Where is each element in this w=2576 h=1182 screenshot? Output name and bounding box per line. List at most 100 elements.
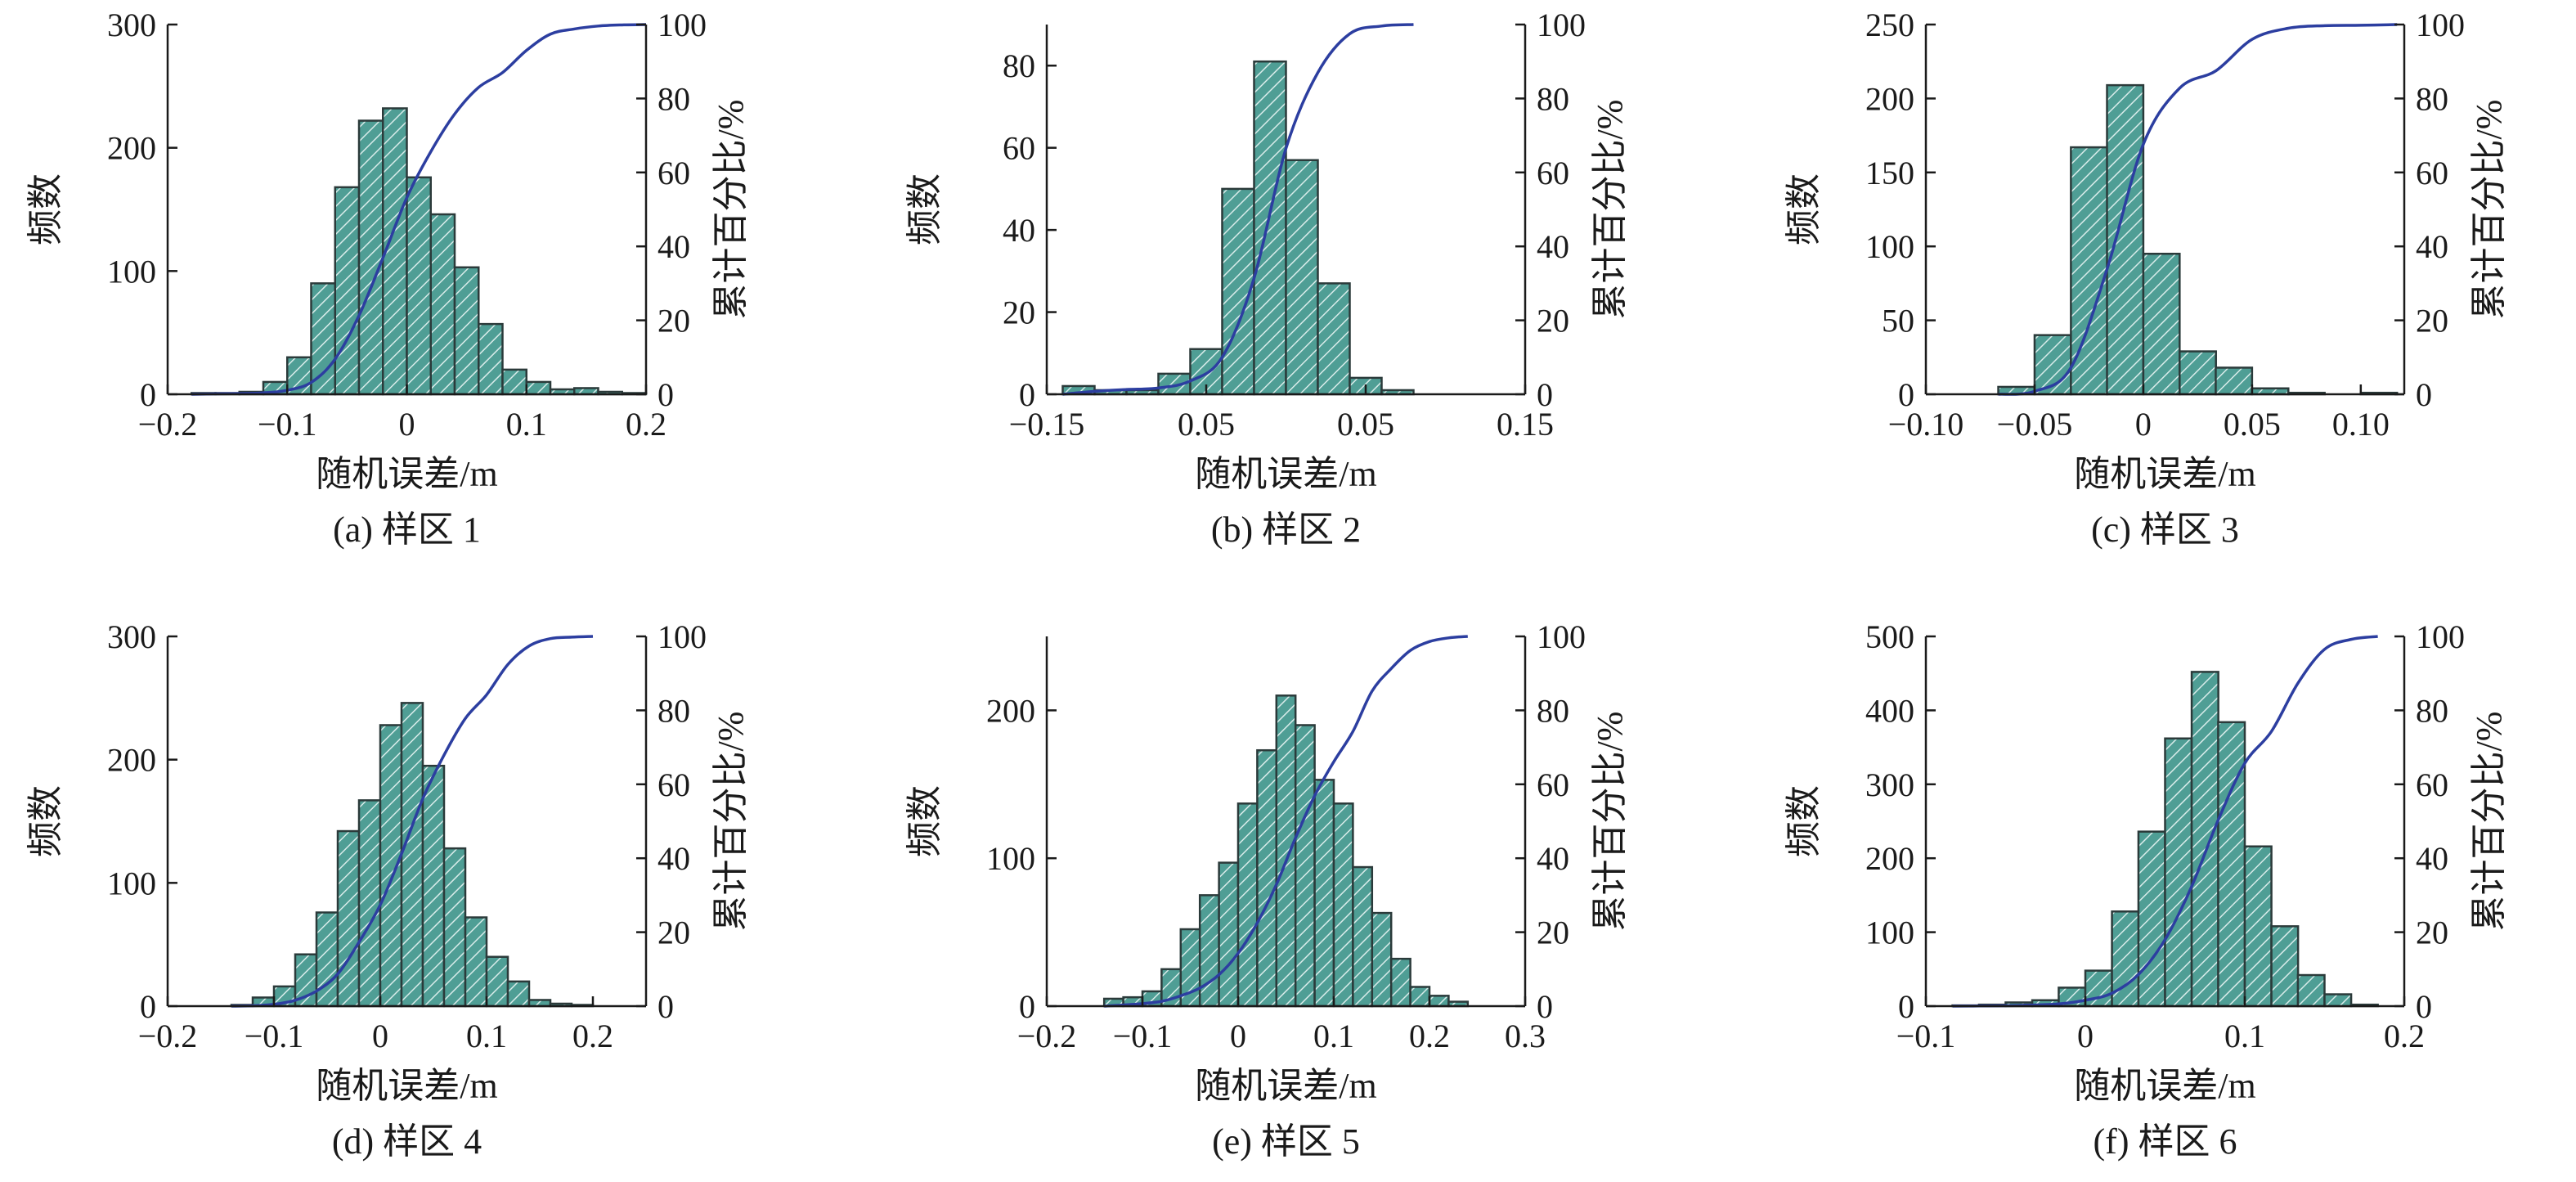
histogram-bar: [1256, 748, 1278, 1008]
x-tick-label: 0.1: [466, 1018, 507, 1054]
histogram-bar: [453, 266, 480, 396]
y-tick-label: 40: [1003, 212, 1035, 249]
cumulative-percent-line: [1104, 635, 1468, 1008]
x-tick-label: −0.1: [1113, 1018, 1173, 1054]
y-tick-label: 300: [107, 7, 156, 43]
y-tick-label: 100: [1865, 915, 1914, 951]
y2-tick-label: 0: [1537, 376, 1553, 413]
histogram-bar: [334, 186, 361, 396]
y2-tick-label: 80: [657, 80, 690, 117]
x-tick-label: 0.3: [1505, 1018, 1546, 1054]
y-tick-label: 300: [1865, 766, 1914, 803]
y-axis-label: 频数: [904, 173, 945, 245]
x-tick-label: 0: [399, 406, 415, 443]
histogram-bar: [429, 213, 456, 396]
histogram-bar: [1157, 372, 1192, 396]
y2-tick-label: 60: [1537, 766, 1569, 803]
histogram-bar: [2179, 350, 2217, 396]
x-tick-label: 0.05: [2224, 406, 2281, 443]
y-tick-label: 100: [1865, 228, 1914, 265]
histogram-bar: [336, 829, 361, 1008]
y-tick-label: 80: [1003, 47, 1035, 84]
y2-tick-label: 20: [657, 915, 690, 951]
histogram-bar: [310, 282, 336, 396]
panel-caption: (b) 样区 2: [1211, 510, 1361, 550]
histogram-bar: [506, 980, 531, 1008]
y-tick-label: 200: [107, 130, 156, 167]
y2-tick-label: 100: [657, 7, 707, 43]
y2-tick-label: 60: [657, 155, 690, 191]
y-tick-label: 0: [1898, 376, 1914, 413]
y2-tick-label: 20: [2416, 915, 2448, 951]
y2-tick-label: 80: [1537, 80, 1569, 117]
x-axis-label: 随机误差/m: [1195, 454, 1376, 494]
y2-tick-label: 20: [1537, 303, 1569, 339]
panel-caption: (c) 样区 3: [2091, 510, 2239, 550]
histogram-bar: [485, 955, 509, 1008]
histogram-bar: [2243, 845, 2273, 1008]
y-tick-label: 400: [1865, 692, 1914, 729]
histogram-bar: [406, 176, 432, 396]
y2-tick-label: 20: [2416, 303, 2448, 339]
histogram-bar: [357, 119, 384, 396]
histogram-bar: [2084, 969, 2113, 1008]
y-tick-label: 100: [107, 865, 156, 901]
histogram-bar: [2215, 366, 2254, 396]
y2-tick-label: 0: [657, 988, 674, 1025]
y-tick-label: 500: [1865, 618, 1914, 655]
histogram-bar: [501, 368, 527, 396]
histogram-bar: [2142, 252, 2181, 396]
y-axis-label: 频数: [25, 785, 65, 857]
histogram-bar: [1317, 282, 1351, 396]
x-tick-label: 0.1: [506, 406, 547, 443]
x-tick-label: −0.2: [138, 1018, 198, 1054]
y2-tick-label: 100: [1537, 618, 1586, 655]
y-tick-label: 150: [1865, 155, 1914, 191]
cumulative-percent-line: [1062, 23, 1414, 396]
x-tick-label: 0.2: [1409, 1018, 1450, 1054]
y2-tick-label: 40: [2416, 840, 2448, 877]
y-axis-label: 频数: [25, 173, 65, 245]
y2-tick-label: 0: [657, 376, 674, 413]
y2-axis-label: 累计百分比/%: [1590, 712, 1630, 932]
x-tick-label: 0: [372, 1018, 388, 1054]
histogram-bar: [1218, 861, 1240, 1008]
panel-caption: (e) 样区 5: [1212, 1121, 1360, 1162]
y-tick-label: 50: [1882, 303, 1914, 339]
y2-tick-label: 100: [2416, 7, 2465, 43]
x-tick-label: 0.1: [2224, 1018, 2265, 1054]
panel-caption: (f) 样区 6: [2094, 1121, 2237, 1162]
histogram-bar: [315, 911, 339, 1008]
y-tick-label: 200: [107, 742, 156, 779]
histogram-bar: [421, 764, 446, 1008]
y2-tick-label: 100: [1537, 7, 1586, 43]
histogram-panel-4: 0 100 200 300 0 20 40 60 80 100 −0.2 −0.1 0 0.1 0.2 随机误…: [25, 618, 751, 1162]
y2-tick-label: 60: [1537, 155, 1569, 191]
histogram-bar: [1198, 894, 1220, 1008]
histogram-bar: [357, 799, 382, 1008]
histogram-bar: [1294, 724, 1316, 1008]
histogram-bar: [1275, 694, 1297, 1008]
x-tick-label: 0.1: [1313, 1018, 1354, 1054]
x-tick-label: −0.1: [258, 406, 317, 443]
y-tick-label: 200: [986, 692, 1035, 729]
histogram-bar: [1285, 159, 1319, 396]
y-tick-label: 0: [1019, 988, 1035, 1025]
y2-tick-label: 20: [1537, 915, 1569, 951]
histogram-bar: [2217, 721, 2246, 1008]
y-tick-label: 100: [107, 253, 156, 290]
y2-tick-label: 0: [1537, 988, 1553, 1025]
y-axis-label: 频数: [904, 785, 945, 857]
y2-tick-label: 100: [657, 618, 707, 655]
histogram-bar: [1352, 865, 1374, 1008]
panel-caption: (d) 样区 4: [332, 1121, 482, 1162]
y2-tick-label: 40: [1537, 840, 1569, 877]
histogram-panel-1: 0 100 200 300 0 20 40 60 80 100 −0.2 −0.1 0 0.1 0.2 随机误…: [25, 7, 751, 550]
y-tick-label: 300: [107, 618, 156, 655]
histogram-bar: [400, 702, 424, 1008]
x-tick-label: 0: [2135, 406, 2152, 443]
y2-axis-label: 累计百分比/%: [1590, 100, 1630, 320]
histogram-bar: [2164, 737, 2193, 1008]
histogram-bar: [2270, 925, 2300, 1008]
